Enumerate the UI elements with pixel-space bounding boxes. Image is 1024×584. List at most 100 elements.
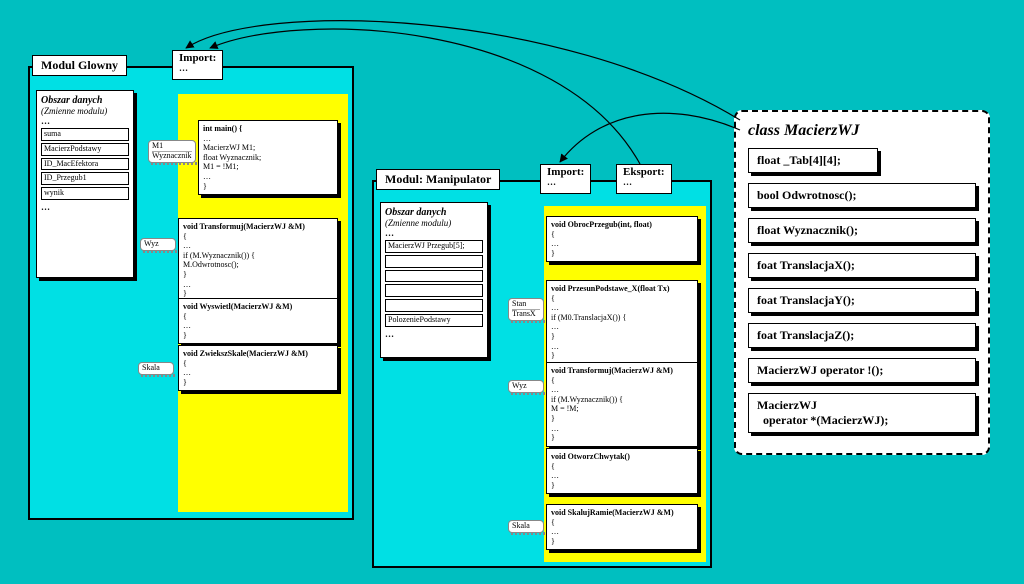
func-sig: void PrzesunPodstawe_X(float Tx) (551, 284, 693, 294)
local-var: Wyz (144, 240, 172, 249)
code-line: { (551, 518, 693, 528)
code-line: } (551, 249, 693, 259)
manip-func-1: void PrzesunPodstawe_X(float Tx) {…if (M… (546, 280, 698, 365)
data-var: PolozeniePodstawy (385, 314, 483, 327)
ellipsis: … (385, 228, 483, 238)
main-data-title: Obszar danych (41, 95, 129, 106)
main-func-1: void Transformuj(MacierzWJ &M) {…if (M.W… (178, 218, 338, 303)
code-line: … (183, 321, 333, 331)
data-var (385, 270, 483, 283)
code-line: } (551, 537, 693, 547)
data-var: wynik (41, 187, 129, 200)
class-method: bool Odwrotnosc(); (748, 183, 976, 208)
func-sig: void Transformuj(MacierzWJ &M) (551, 366, 693, 376)
func-sig: void OtworzChwytak() (551, 452, 693, 462)
code-line: { (551, 230, 693, 240)
data-var: ID_MacEfektora (41, 158, 129, 171)
code-line: } (183, 270, 333, 280)
manip-export-tab: Eksport: … (616, 164, 672, 194)
class-method: foat TranslacjaX(); (748, 253, 976, 278)
manip-func-2-locals: Wyz (508, 380, 544, 393)
manip-data-title: Obszar danych (385, 207, 483, 218)
code-line: } (203, 182, 333, 192)
code-line: if (M.Wyznacznik()) { (551, 395, 693, 405)
manip-func-2: void Transformuj(MacierzWJ &M) {…if (M.W… (546, 362, 698, 447)
ellipsis: … (385, 329, 483, 339)
data-var: MacierzPodstawy (41, 143, 129, 156)
class-method: foat TranslacjaY(); (748, 288, 976, 313)
manip-func-3: void OtworzChwytak() {…} (546, 448, 698, 494)
class-title: class MacierzWJ (748, 122, 976, 140)
manip-func-1-locals: Stan TransX (508, 298, 544, 321)
code-line: … (551, 303, 693, 313)
code-line: M = !M; (551, 404, 693, 414)
class-method: MacierzWJ operator *(MacierzWJ); (748, 393, 976, 433)
code-line: } (551, 414, 693, 424)
main-module-title-tab: Modul Glowny (32, 55, 127, 76)
manip-data-panel: Obszar danych (Zmienne modulu) … Macierz… (380, 202, 488, 358)
code-line: … (551, 385, 693, 395)
manip-import-tab: Import: … (540, 164, 591, 194)
class-attr: float _Tab[4][4]; (748, 148, 878, 173)
code-line: … (203, 172, 333, 182)
func-sig: void ZwiekszSkale(MacierzWJ &M) (183, 349, 333, 359)
code-line: M.Odwrotnosc(); (183, 260, 333, 270)
code-line: if (M.Wyznacznik()) { (183, 251, 333, 261)
code-line: … (551, 322, 693, 332)
code-line: { (183, 232, 333, 242)
main-func-3: void ZwiekszSkale(MacierzWJ &M) {…} (178, 345, 338, 391)
main-data-sub: (Zmienne modulu) (41, 106, 129, 116)
code-line: { (551, 462, 693, 472)
main-func-0: int main() { …MacierzWJ M1;float Wyznacz… (198, 120, 338, 195)
data-var: ID_Przegub1 (41, 172, 129, 185)
class-method: foat TranslacjaZ(); (748, 323, 976, 348)
code-line: M1 = !M1; (203, 162, 333, 172)
data-var: MacierzWJ Przegub[5]; (385, 240, 483, 253)
ellipsis: … (623, 178, 665, 187)
data-var: suma (41, 128, 129, 141)
ellipsis: … (41, 202, 129, 212)
code-line: } (551, 433, 693, 443)
local-var: Wyznacznik (152, 152, 192, 161)
code-line: … (183, 241, 333, 251)
main-import-tab: Import: … (172, 50, 223, 80)
manip-func-0: void ObrocPrzegub(int, float) {…} (546, 216, 698, 262)
local-var: TransX (512, 310, 540, 319)
code-line: … (183, 368, 333, 378)
code-line: … (203, 134, 333, 144)
class-macierzwj: class MacierzWJ float _Tab[4][4]; bool O… (734, 110, 990, 455)
main-func-3-locals: Skala (138, 362, 174, 375)
code-line: } (551, 332, 693, 342)
code-line: … (551, 239, 693, 249)
code-line: MacierzWJ M1; (203, 143, 333, 153)
data-var (385, 299, 483, 312)
func-sig: void ObrocPrzegub(int, float) (551, 220, 693, 230)
code-line: { (183, 359, 333, 369)
main-data-panel: Obszar danych (Zmienne modulu) … suma Mac… (36, 90, 134, 278)
ellipsis: … (41, 116, 129, 126)
manip-module-title-tab: Modul: Manipulator (376, 169, 500, 190)
data-var (385, 284, 483, 297)
code-line: } (183, 378, 333, 388)
code-line: … (551, 527, 693, 537)
ellipsis: … (547, 178, 584, 187)
main-module-title: Modul Glowny (41, 58, 118, 72)
code-line: … (551, 471, 693, 481)
local-var: Skala (512, 522, 540, 531)
func-sig: int main() { (203, 124, 333, 134)
code-line: … (183, 280, 333, 290)
code-line: if (M0.TranslacjaX()) { (551, 313, 693, 323)
manip-func-4-locals: Skala (508, 520, 544, 533)
code-line: { (183, 312, 333, 322)
manip-data-sub: (Zmienne modulu) (385, 218, 483, 228)
func-sig: void Wyswietl(MacierzWJ &M) (183, 302, 333, 312)
code-line: { (551, 294, 693, 304)
class-method: float Wyznacznik(); (748, 218, 976, 243)
code-line: { (551, 376, 693, 386)
code-line: } (551, 481, 693, 491)
func-sig: void Transformuj(MacierzWJ &M) (183, 222, 333, 232)
code-line: … (551, 424, 693, 434)
manip-func-4: void SkalujRamie(MacierzWJ &M) {…} (546, 504, 698, 550)
func-sig: void SkalujRamie(MacierzWJ &M) (551, 508, 693, 518)
data-var (385, 255, 483, 268)
